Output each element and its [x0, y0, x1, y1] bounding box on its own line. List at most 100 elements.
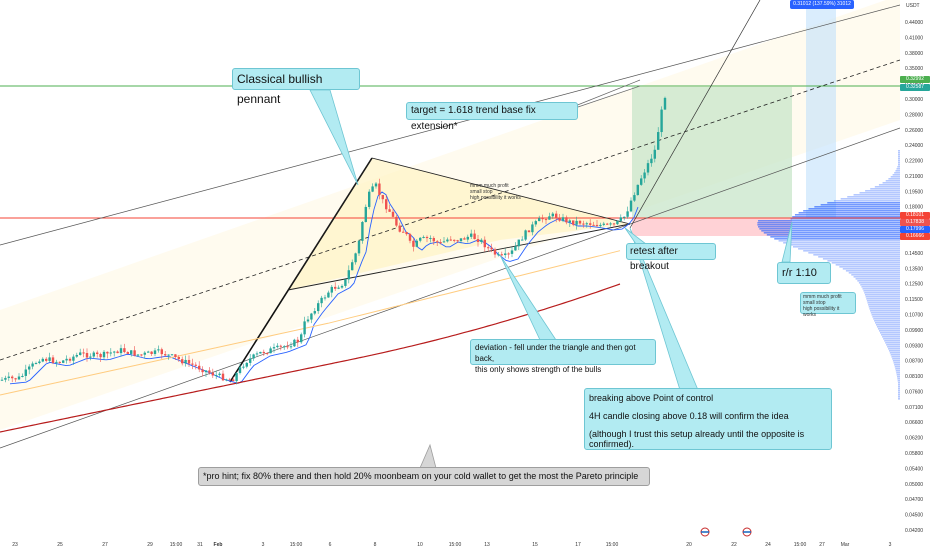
candle-body — [391, 211, 395, 217]
candle-body — [422, 236, 425, 238]
price-tick-label: 0.06600 — [905, 420, 923, 426]
volume-profile-bar — [758, 220, 900, 222]
fib-line — [629, 0, 761, 229]
volume-profile-bar — [792, 246, 900, 248]
time-tick-label: 27 — [819, 542, 825, 548]
volume-profile-bar — [896, 168, 900, 170]
volume-profile-bar — [757, 224, 900, 226]
deviation-pointer — [499, 254, 557, 341]
pennant-callout[interactable]: Classical bullish pennant — [232, 68, 360, 106]
candle-body — [561, 217, 565, 221]
candle-body — [327, 292, 330, 298]
candle-body — [170, 354, 174, 356]
volume-profile-bar — [835, 264, 900, 266]
price-axis[interactable]: 0.440000.410000.380000.350000.325000.300… — [900, 0, 932, 550]
volume-profile-bar — [897, 378, 900, 380]
candle-body — [572, 220, 575, 225]
candle-body — [626, 211, 629, 217]
price-tick-label: 0.07600 — [905, 389, 923, 395]
time-tick-label: 13 — [484, 542, 490, 548]
price-tick-label: 0.05800 — [905, 451, 923, 457]
retest-callout[interactable]: retest after breakout — [626, 243, 716, 272]
candle-body — [201, 369, 204, 373]
volume-profile-bar — [882, 336, 900, 338]
volume-profile-bar — [898, 156, 900, 158]
candle-body — [296, 339, 299, 343]
time-tick-label: 3 — [262, 542, 265, 548]
target-callout[interactable]: target = 1.618 trend base fix extension* — [406, 102, 578, 132]
candle-body — [62, 360, 65, 363]
volume-profile-bar — [898, 392, 900, 394]
candle-body — [483, 239, 486, 248]
volume-profile-bar — [888, 348, 900, 350]
candle-body — [160, 349, 163, 355]
volume-profile-bar — [853, 276, 900, 278]
candle-body — [398, 225, 401, 232]
rr-callout[interactable]: r/r 1:10 — [777, 262, 831, 284]
candle-body — [136, 354, 140, 356]
candle-body — [521, 239, 524, 241]
volume-profile-bar — [892, 358, 900, 360]
volume-profile-bar — [794, 214, 900, 216]
volume-profile-bar — [882, 182, 900, 184]
candle-body — [657, 132, 660, 150]
pro-hint-callout[interactable]: *pro hint; fix 80% there and then hold 2… — [198, 467, 650, 486]
candle-body — [167, 354, 170, 356]
volume-profile-bar — [896, 374, 900, 376]
candle-body — [150, 351, 153, 355]
volume-profile-bar — [878, 184, 900, 186]
volume-profile-bar — [889, 352, 900, 354]
price-tick-label: 0.26000 — [905, 128, 923, 134]
candle-body — [470, 233, 473, 237]
volume-profile-bar — [898, 396, 900, 398]
time-axis[interactable]: 23 25 27 29 15:00 31 Feb 3 15:00 6 8 10 15:00 13 15 17 1… — [12, 542, 891, 548]
volume-profile-bar — [886, 344, 900, 346]
candle-body — [289, 346, 293, 348]
candle-body — [92, 352, 95, 357]
candle-body — [368, 191, 371, 207]
volume-profile-bar — [888, 178, 900, 180]
volume-profile-bar — [863, 290, 900, 292]
volume-profile-bar — [763, 232, 900, 234]
volume-profile-bar — [898, 162, 900, 164]
volume-profile-bar — [894, 172, 900, 174]
candle-body — [215, 375, 218, 377]
volume-profile-bar — [766, 234, 900, 236]
volume-profile-bar — [883, 338, 900, 340]
price-tick-label: 0.09900 — [905, 328, 923, 334]
volume-profile-bar — [897, 164, 900, 166]
candle-body — [187, 359, 191, 364]
pennant-note-line: small stop — [470, 189, 493, 195]
candle-body — [99, 354, 102, 358]
candle-body — [636, 184, 639, 196]
candle-body — [548, 216, 551, 220]
poc-callout[interactable]: breaking above Point of control 4H candl… — [584, 388, 832, 450]
time-tick-label: Feb — [214, 542, 223, 548]
candle-body — [320, 297, 323, 304]
deviation-callout[interactable]: deviation - fell under the triangle and … — [470, 339, 656, 374]
price-tick-label: 0.05000 — [905, 482, 923, 488]
volume-profile-bar — [842, 268, 900, 270]
candle-body — [323, 297, 327, 299]
candle-body — [34, 363, 38, 365]
volume-profile-bar — [880, 332, 900, 334]
candle-body — [415, 240, 418, 247]
candle-body — [0, 379, 4, 381]
time-tick-label: 15:00 — [794, 542, 807, 548]
candle-body — [619, 217, 622, 221]
price-tick-label: 0.12500 — [905, 282, 923, 288]
volume-profile-bar — [808, 208, 900, 210]
time-tick-label: 15:00 — [170, 542, 183, 548]
volume-profile — [757, 150, 900, 400]
pennant-upper — [371, 157, 631, 225]
candle-body — [408, 234, 412, 241]
candle-body — [524, 230, 527, 240]
volume-profile-bar — [873, 318, 900, 320]
candle-body — [344, 279, 347, 286]
volume-profile-bar — [783, 242, 900, 244]
time-tick-label: 22 — [731, 542, 737, 548]
candle-body — [221, 373, 225, 381]
candle-body — [527, 230, 531, 233]
volume-profile-bar — [898, 152, 900, 154]
